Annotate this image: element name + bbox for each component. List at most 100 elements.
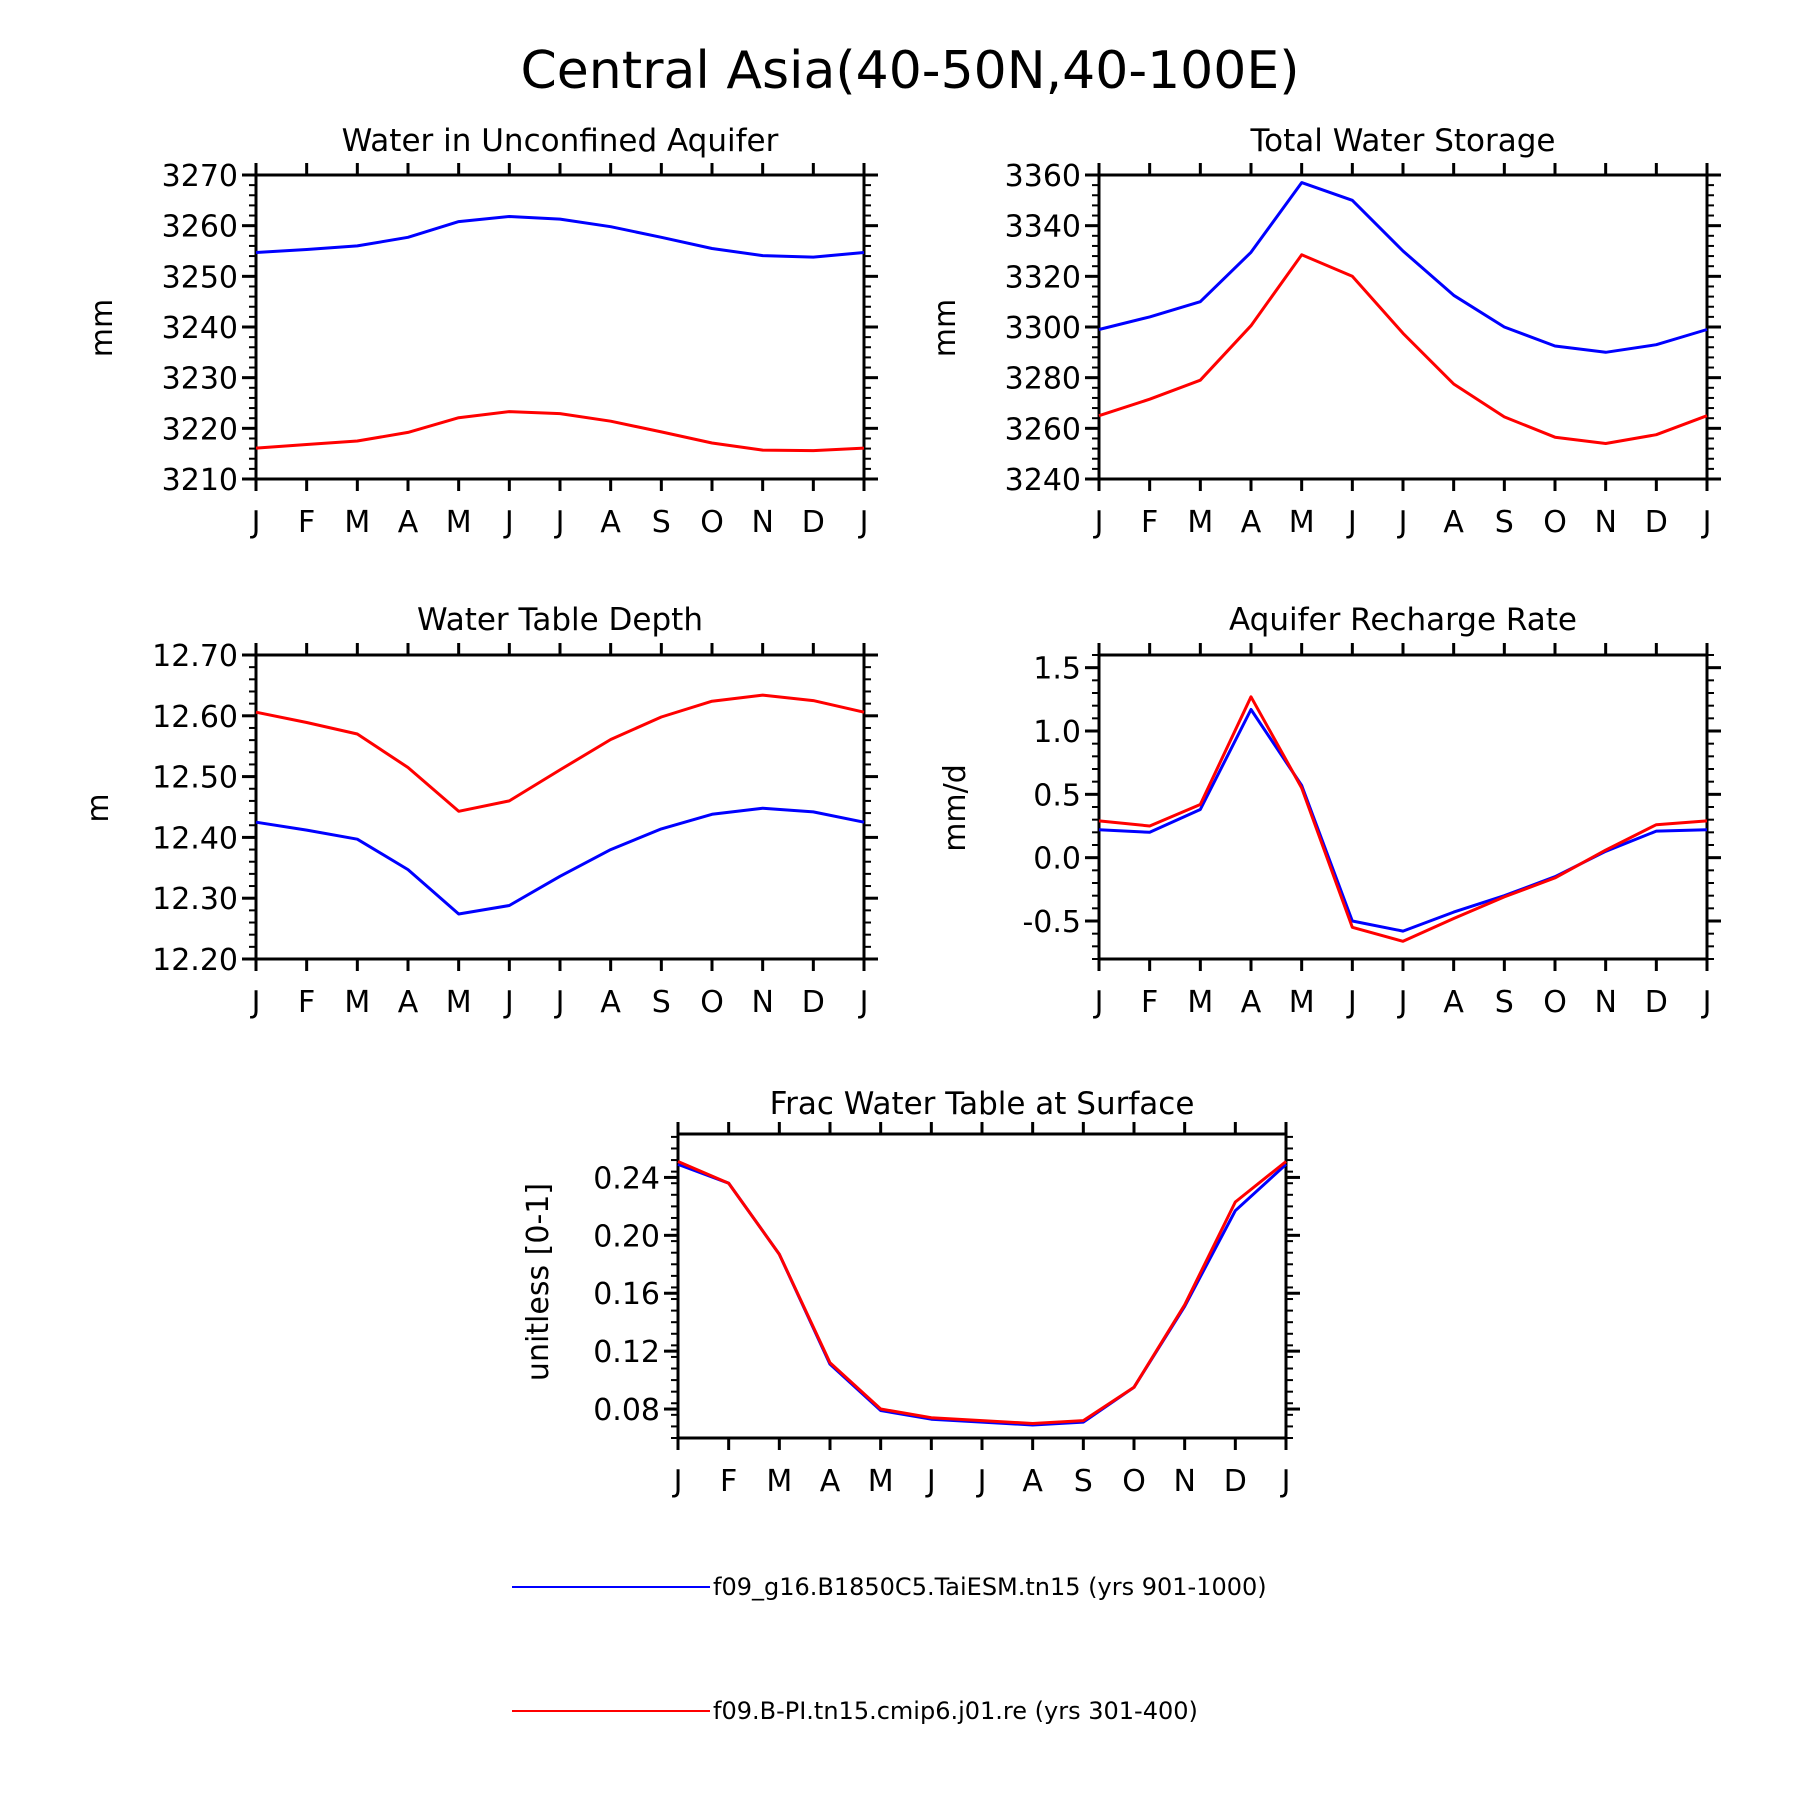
x-tick-label: J: [1093, 985, 1104, 1020]
x-tick-label: N: [1594, 505, 1616, 540]
x-tick-label: J: [1346, 505, 1357, 540]
x-tick-label: N: [1594, 985, 1616, 1020]
x-tick-label: M: [446, 505, 472, 540]
y-tick-label: 12.20: [152, 943, 238, 978]
y-axis-label: mm: [85, 299, 120, 357]
y-tick-label: 3260: [162, 210, 238, 245]
x-tick-label: O: [1543, 985, 1567, 1020]
x-tick-label: A: [600, 505, 621, 540]
x-tick-label: S: [652, 505, 671, 540]
y-tick-label: 3270: [162, 159, 238, 194]
x-tick-label: M: [766, 1464, 792, 1499]
x-tick-label: S: [1495, 985, 1514, 1020]
x-tick-label: A: [398, 505, 419, 540]
series-line-run2: [677, 1160, 1287, 1425]
y-tick-label: 12.50: [152, 761, 238, 796]
y-tick-label: 0.24: [593, 1161, 660, 1196]
x-tick-label: A: [1241, 985, 1262, 1020]
x-tick-label: J: [1701, 505, 1712, 540]
legend-label-run2: f09.B-PI.tn15.cmip6.j01.re (yrs 301-400): [713, 1697, 1198, 1725]
y-axis-label: unitless [0-1]: [521, 1183, 556, 1381]
x-tick-label: S: [1074, 1464, 1093, 1499]
x-tick-label: D: [802, 985, 825, 1020]
x-tick-label: J: [1397, 985, 1408, 1020]
series-line-run1: [255, 215, 865, 259]
x-tick-label: J: [1701, 985, 1712, 1020]
x-tick-label: D: [1645, 505, 1668, 540]
x-tick-label: D: [1224, 1464, 1247, 1499]
figure-title: Central Asia(40-50N,40-100E): [521, 41, 1300, 101]
x-tick-label: A: [1443, 505, 1464, 540]
y-tick-label: 3220: [162, 412, 238, 447]
x-tick-label: S: [1495, 505, 1514, 540]
x-tick-label: A: [1022, 1464, 1043, 1499]
plot-frame: [1097, 653, 1709, 961]
panel-title: Water Table Depth: [417, 602, 703, 638]
y-tick-label: 3240: [162, 311, 238, 346]
y-tick-label: 12.40: [152, 821, 238, 856]
series-line-run1: [1098, 181, 1708, 354]
x-tick-label: D: [802, 505, 825, 540]
x-tick-label: J: [503, 505, 514, 540]
series-line-run1: [677, 1162, 1288, 1427]
y-tick-label: 0.20: [593, 1219, 660, 1254]
y-tick-label: 3280: [1005, 362, 1081, 397]
x-tick-label: D: [1645, 985, 1668, 1020]
y-tick-label: 3250: [162, 260, 238, 295]
y-tick-label: 12.30: [152, 882, 238, 917]
x-tick-label: J: [250, 505, 261, 540]
y-tick-label: 3360: [1005, 159, 1081, 194]
x-tick-label: A: [398, 985, 419, 1020]
x-tick-label: J: [672, 1464, 683, 1499]
x-tick-label: A: [600, 985, 621, 1020]
y-axis-label: mm: [928, 299, 963, 357]
panel-total-water-storage: Total Water Storage mm J F M A M J J A S O N D J3240…: [928, 123, 1721, 540]
y-tick-label: 3340: [1005, 210, 1081, 245]
x-tick-label: J: [858, 505, 869, 540]
plot-frame: [1097, 173, 1709, 481]
series-line-run1: [1098, 708, 1708, 933]
y-tick-label: 3260: [1005, 412, 1081, 447]
x-tick-label: F: [298, 505, 315, 540]
y-tick-label: 12.70: [152, 639, 238, 674]
x-tick-label: J: [976, 1464, 987, 1499]
y-tick-label: -0.5: [1022, 905, 1081, 940]
y-tick-label: 0.12: [593, 1335, 660, 1370]
y-tick-label: 3300: [1005, 311, 1081, 346]
series-line-run2: [1098, 253, 1708, 445]
x-tick-label: S: [652, 985, 671, 1020]
x-tick-label: A: [1241, 505, 1262, 540]
y-tick-label: 3210: [162, 463, 238, 498]
y-tick-label: 0.0: [1033, 842, 1081, 877]
x-tick-label: M: [344, 985, 370, 1020]
panel-title: Frac Water Table at Surface: [770, 1086, 1195, 1122]
x-tick-label: M: [1187, 985, 1213, 1020]
y-tick-label: 3320: [1005, 260, 1081, 295]
x-tick-label: F: [298, 985, 315, 1020]
y-axis-label: mm/d: [938, 764, 973, 852]
panel-title: Total Water Storage: [1249, 123, 1555, 159]
x-tick-label: O: [1543, 505, 1567, 540]
x-tick-label: A: [820, 1464, 841, 1499]
x-tick-label: F: [1141, 505, 1158, 540]
x-tick-label: O: [700, 505, 724, 540]
x-tick-label: J: [925, 1464, 936, 1499]
y-tick-label: 3230: [162, 362, 238, 397]
x-tick-label: J: [1346, 985, 1357, 1020]
x-tick-label: J: [503, 985, 514, 1020]
y-tick-label: 3240: [1005, 463, 1081, 498]
x-tick-label: M: [1187, 505, 1213, 540]
x-tick-label: J: [1280, 1464, 1291, 1499]
panel-title: Aquifer Recharge Rate: [1229, 602, 1577, 638]
x-tick-label: O: [700, 985, 724, 1020]
x-tick-label: J: [1093, 505, 1104, 540]
x-tick-label: M: [1289, 985, 1315, 1020]
y-tick-label: 0.08: [593, 1393, 660, 1428]
x-tick-label: J: [554, 985, 565, 1020]
x-tick-label: F: [1141, 985, 1158, 1020]
x-tick-label: A: [1443, 985, 1464, 1020]
x-tick-label: N: [1173, 1464, 1195, 1499]
x-tick-label: M: [446, 985, 472, 1020]
